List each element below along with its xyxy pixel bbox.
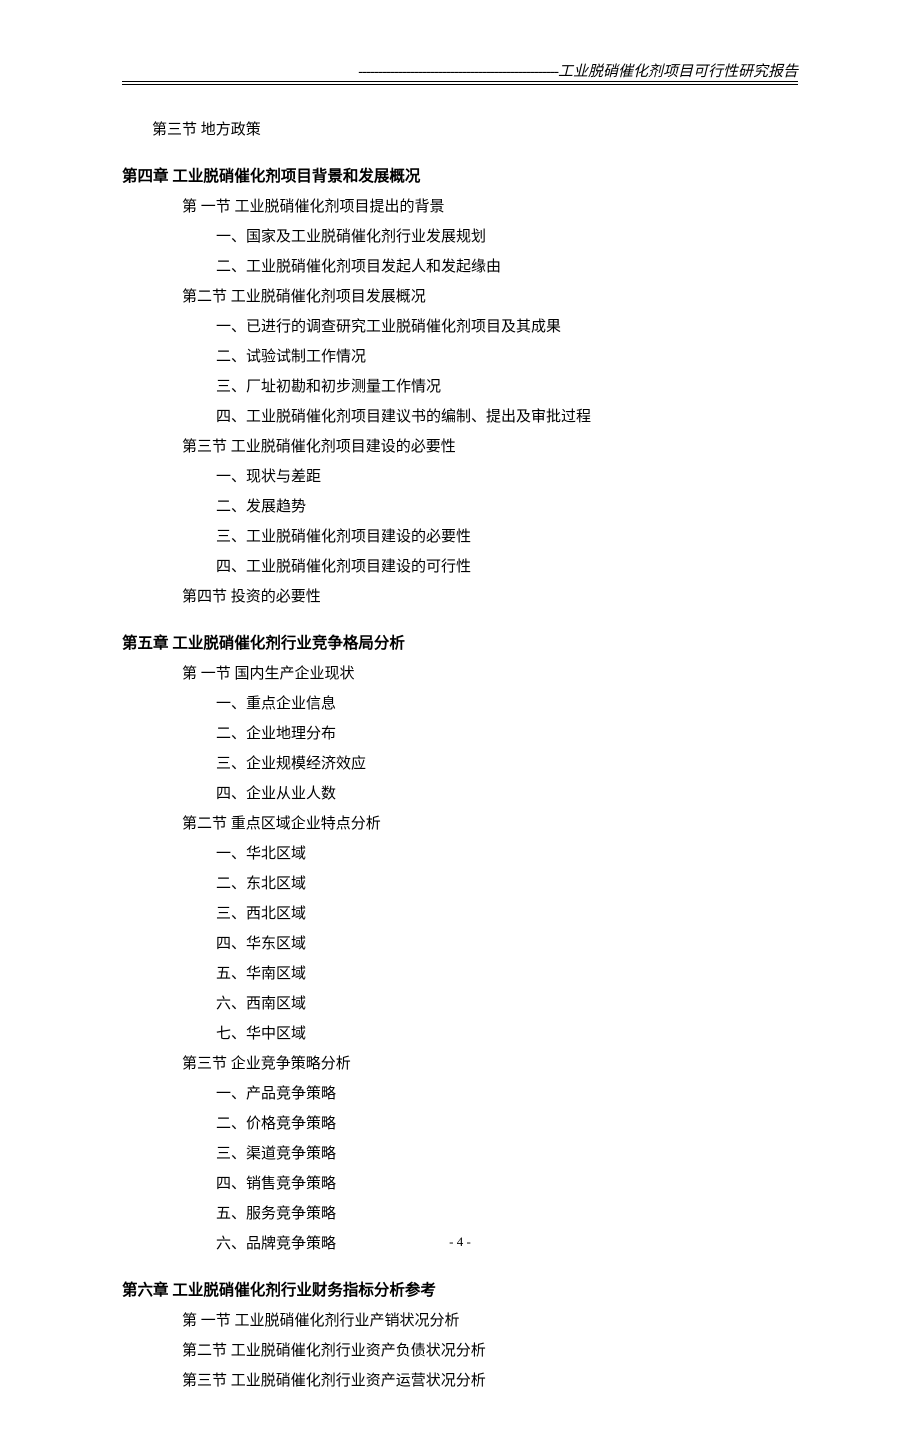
- toc-section-item: 第二节 重点区域企业特点分析: [122, 809, 798, 839]
- toc-subsection-item: 三、渠道竞争策略: [122, 1139, 798, 1169]
- toc-subsection-item: 一、国家及工业脱硝催化剂行业发展规划: [122, 222, 798, 252]
- toc-item: 第三节 地方政策: [122, 115, 798, 145]
- toc-subsection-item: 四、销售竞争策略: [122, 1169, 798, 1199]
- toc-subsection-item: 四、工业脱硝催化剂项目建议书的编制、提出及审批过程: [122, 402, 798, 432]
- toc-subsection-item: 三、企业规模经济效应: [122, 749, 798, 779]
- header-dashes: ----------------------------------------…: [358, 64, 558, 80]
- toc-subsection-item: 四、企业从业人数: [122, 779, 798, 809]
- chapter-5: 第五章 工业脱硝催化剂行业竞争格局分析 第 一节 国内生产企业现状 一、重点企业…: [122, 628, 798, 1259]
- toc-subsection-item: 三、厂址初勘和初步测量工作情况: [122, 372, 798, 402]
- toc-subsection-item: 一、已进行的调查研究工业脱硝催化剂项目及其成果: [122, 312, 798, 342]
- toc-section-item: 第三节 企业竞争策略分析: [122, 1049, 798, 1079]
- toc-subsection-item: 五、华南区域: [122, 959, 798, 989]
- header-title: 工业脱硝催化剂项目可行性研究报告: [558, 64, 798, 80]
- header-underline: [122, 81, 798, 85]
- toc-section-item: 第三节 工业脱硝催化剂行业资产运营状况分析: [122, 1366, 798, 1396]
- toc-section-item: 第二节 工业脱硝催化剂项目发展概况: [122, 282, 798, 312]
- chapter-title: 第五章 工业脱硝催化剂行业竞争格局分析: [122, 628, 798, 659]
- toc-subsection-item: 二、工业脱硝催化剂项目发起人和发起缘由: [122, 252, 798, 282]
- chapter-4: 第四章 工业脱硝催化剂项目背景和发展概况 第 一节 工业脱硝催化剂项目提出的背景…: [122, 161, 798, 612]
- toc-subsection-item: 一、产品竞争策略: [122, 1079, 798, 1109]
- toc-section-item: 第 一节 工业脱硝催化剂行业产销状况分析: [122, 1306, 798, 1336]
- toc-subsection-item: 二、发展趋势: [122, 492, 798, 522]
- toc-subsection-item: 二、试验试制工作情况: [122, 342, 798, 372]
- toc-subsection-item: 三、西北区域: [122, 899, 798, 929]
- toc-subsection-item: 二、价格竞争策略: [122, 1109, 798, 1139]
- toc-subsection-item: 七、华中区域: [122, 1019, 798, 1049]
- toc-subsection-item: 二、企业地理分布: [122, 719, 798, 749]
- toc-subsection-item: 二、东北区域: [122, 869, 798, 899]
- toc-section-item: 第 一节 工业脱硝催化剂项目提出的背景: [122, 192, 798, 222]
- toc-subsection-item: 四、工业脱硝催化剂项目建设的可行性: [122, 552, 798, 582]
- chapter-6: 第六章 工业脱硝催化剂行业财务指标分析参考 第 一节 工业脱硝催化剂行业产销状况…: [122, 1275, 798, 1396]
- toc-subsection-item: 五、服务竞争策略: [122, 1199, 798, 1229]
- toc-section-item: 第三节 工业脱硝催化剂项目建设的必要性: [122, 432, 798, 462]
- chapter-title: 第六章 工业脱硝催化剂行业财务指标分析参考: [122, 1275, 798, 1306]
- toc-subsection-item: 六、西南区域: [122, 989, 798, 1019]
- pre-section: 第三节 地方政策: [122, 115, 798, 145]
- toc-subsection-item: 三、工业脱硝催化剂项目建设的必要性: [122, 522, 798, 552]
- toc-subsection-item: 一、华北区域: [122, 839, 798, 869]
- toc-section-item: 第四节 投资的必要性: [122, 582, 798, 612]
- page-header: ----------------------------------------…: [122, 60, 798, 85]
- toc-subsection-item: 一、现状与差距: [122, 462, 798, 492]
- page-number: - 4 -: [0, 1234, 920, 1250]
- chapter-title: 第四章 工业脱硝催化剂项目背景和发展概况: [122, 161, 798, 192]
- toc-section-item: 第二节 工业脱硝催化剂行业资产负债状况分析: [122, 1336, 798, 1366]
- toc-subsection-item: 四、华东区域: [122, 929, 798, 959]
- toc-section-item: 第 一节 国内生产企业现状: [122, 659, 798, 689]
- toc-subsection-item: 一、重点企业信息: [122, 689, 798, 719]
